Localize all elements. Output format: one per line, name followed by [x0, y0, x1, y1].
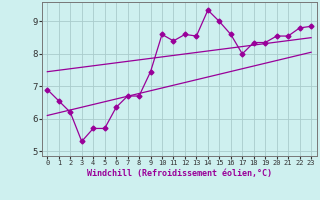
X-axis label: Windchill (Refroidissement éolien,°C): Windchill (Refroidissement éolien,°C)	[87, 169, 272, 178]
